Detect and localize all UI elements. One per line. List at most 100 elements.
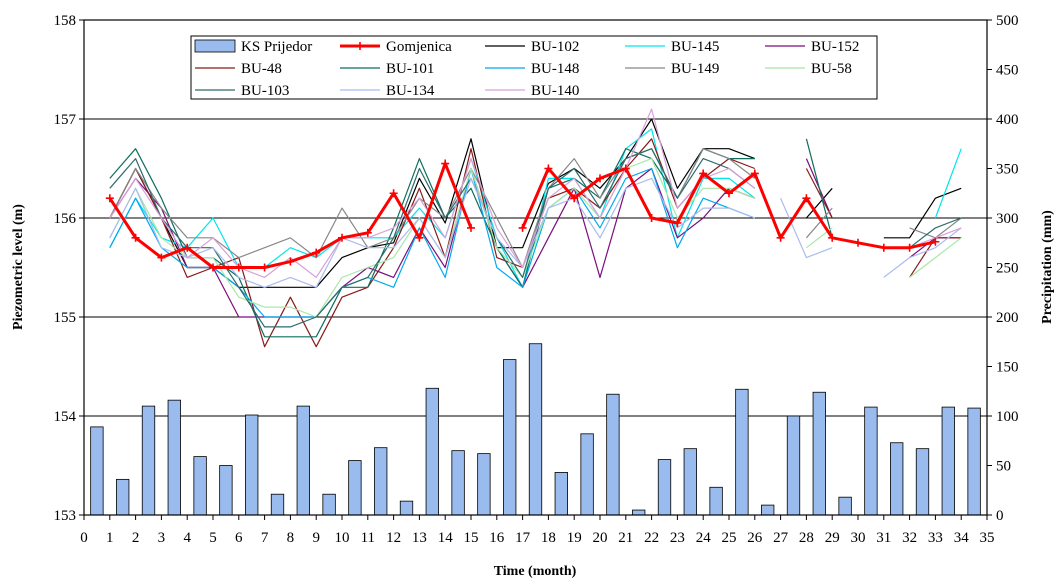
series-marker-gomjenica: [286, 257, 295, 266]
y-right-tick-label: 450: [996, 63, 1019, 79]
precipitation-bar: [141, 405, 156, 516]
precipitation-bar: [838, 496, 852, 516]
y-left-tick-label: 153: [54, 508, 77, 524]
series-marker-gomjenica: [750, 169, 759, 178]
y-left-tick-label: 158: [54, 13, 77, 29]
series-marker-gomjenica: [621, 164, 630, 173]
piezometric-lines: [105, 108, 962, 348]
y-left-tick-label: 157: [54, 112, 77, 128]
series-marker-gomjenica: [260, 263, 269, 272]
x-tick-label: 32: [902, 530, 917, 546]
x-tick-label: 28: [799, 530, 814, 546]
precipitation-bar: [528, 343, 543, 516]
y-right-tick-label: 350: [996, 162, 1019, 178]
series-marker-gomjenica: [673, 218, 682, 227]
y-right-tick-label: 500: [996, 13, 1019, 29]
precipitation-bar: [503, 359, 517, 516]
precipitation-bar: [399, 500, 414, 516]
legend-label: BU-149: [671, 61, 719, 77]
precipitation-bar: [657, 459, 672, 516]
series-marker-gomjenica: [183, 243, 192, 252]
legend-label: BU-148: [531, 61, 579, 77]
axis-ticks: 0 1 2 3 4 5 6 7 8 9 10 11 12 13 14 15 16 17 18 19 20 21 22 23 24…: [54, 13, 1019, 546]
x-tick-label: 33: [928, 530, 943, 546]
precipitation-bar: [167, 399, 181, 516]
series-marker-gomjenica: [415, 233, 424, 242]
legend: KS Prijedor Gomjenica BU-102 BU-145 BU-152 BU…: [190, 35, 878, 100]
series-marker-gomjenica: [931, 237, 940, 246]
series-marker-gomjenica: [647, 214, 656, 222]
legend-label: BU-152: [811, 39, 859, 55]
precipitation-bar: [941, 406, 955, 516]
x-tick-label: 13: [412, 530, 427, 546]
precipitation-bar: [967, 407, 981, 516]
series-marker-gomjenica: [467, 223, 475, 232]
series-marker-gomjenica: [828, 233, 837, 242]
series-marker-gomjenica: [234, 263, 243, 272]
y-left-tick-label: 154: [54, 409, 77, 425]
x-tick-label: 14: [438, 530, 454, 546]
legend-swatch-bar: [194, 39, 236, 53]
precipitation-bar: [477, 453, 491, 516]
x-tick-label: 23: [670, 530, 685, 546]
x-tick-label: 35: [980, 530, 995, 546]
x-tick-label: 27: [773, 530, 789, 546]
series-line-bu-152: [109, 167, 756, 318]
y-axis-left-title: Piezometric level (m): [11, 204, 26, 330]
y-right-tick-label: 0: [996, 508, 1004, 524]
series-marker-gomjenica: [725, 189, 733, 198]
series-marker-gomjenica: [854, 238, 862, 247]
x-tick-label: 30: [851, 530, 866, 546]
legend-label: BU-101: [386, 61, 434, 77]
x-tick-label: 11: [361, 530, 375, 546]
legend-label: BU-134: [386, 83, 435, 99]
series-line-bu-140: [109, 108, 756, 278]
x-tick-label: 34: [954, 530, 970, 546]
precipitation-bar: [683, 448, 697, 516]
series-marker-gomjenica: [570, 194, 579, 203]
x-tick-label: 15: [464, 530, 479, 546]
legend-box: [190, 35, 878, 100]
precipitation-bar: [90, 426, 104, 516]
legend-label: BU-102: [531, 39, 579, 55]
legend-label: BU-140: [531, 83, 579, 99]
y-right-tick-label: 50: [996, 459, 1011, 475]
x-tick-label: 4: [183, 530, 191, 546]
precipitation-bar: [219, 465, 233, 516]
x-tick-label: 8: [287, 530, 295, 546]
legend-label: BU-103: [241, 83, 289, 99]
precipitation-bar: [786, 415, 801, 516]
series-marker-gomjenica: [441, 159, 450, 168]
precipitation-bar: [116, 478, 130, 516]
legend-label: BU-58: [811, 61, 852, 77]
x-tick-label: 31: [876, 530, 891, 546]
y-right-tick-label: 250: [996, 261, 1019, 277]
x-tick-label: 25: [722, 530, 737, 546]
x-tick-label: 29: [825, 530, 840, 546]
x-tick-label: 7: [261, 530, 269, 546]
precipitation-bar: [554, 472, 568, 516]
precipitation-bar: [864, 406, 878, 516]
series-marker-gomjenica: [879, 243, 888, 252]
series-marker-gomjenica: [776, 233, 785, 242]
series-marker-gomjenica: [338, 233, 346, 242]
series-marker-gomjenica: [131, 233, 140, 242]
series-line-bu-102: [805, 187, 833, 219]
series-line-bu-148: [109, 167, 756, 318]
x-tick-label: 10: [335, 530, 350, 546]
x-tick-label: 2: [132, 530, 140, 546]
series-line-bu-48: [805, 168, 833, 219]
y-axis-right-title: Precipitation (mm): [1040, 210, 1055, 324]
x-tick-label: 1: [106, 530, 114, 546]
x-tick-label: 0: [80, 530, 88, 546]
series-line-bu-58: [909, 237, 962, 278]
x-tick-label: 6: [235, 530, 243, 546]
series-line-bu-134: [109, 177, 756, 288]
precipitation-bar: [761, 504, 775, 516]
x-tick-label: 12: [386, 530, 401, 546]
precipitation-bar: [296, 405, 310, 516]
x-tick-label: 17: [515, 530, 531, 546]
x-tick-label: 21: [618, 530, 633, 546]
series-marker-gomjenica: [596, 174, 604, 183]
